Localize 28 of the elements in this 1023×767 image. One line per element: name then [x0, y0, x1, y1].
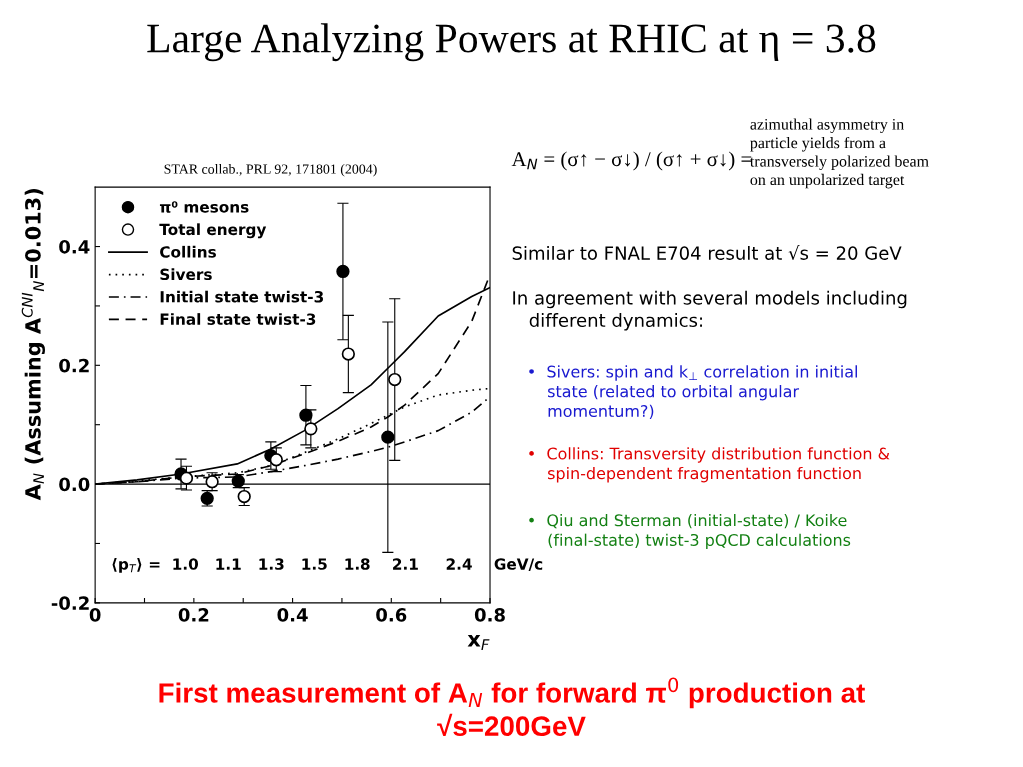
y-axis-title: A$_{N}$ (Assuming A$^{CNI}$$_{N}$=0.013)	[21, 189, 45, 501]
y-tick-label: 0.2	[59, 358, 89, 373]
x-tick-label: 0.4	[277, 608, 308, 622]
y-tick-label: 0.4	[59, 239, 90, 254]
x-tick-label: 0.6	[376, 608, 407, 622]
legend-label: Collins	[160, 245, 216, 258]
x-axis-title: x$_{F}$	[467, 635, 490, 650]
text: • Qiu and Sterman (initial-state) / Koike (final-state) twist-3 pQCD calculations	[529, 513, 851, 550]
annotation: ⟨p$_{T}$⟩ = 1.0 1.1 1.3 1.5 1.8 2.1 2.4 GeV/c	[112, 558, 543, 573]
legend-label: π⁰ mesons	[159, 201, 249, 213]
x-tick-label: 0.8	[474, 608, 505, 622]
legend-label: Final state twist-3	[160, 313, 316, 325]
text: First measurement of A$_{N}$ for forward π$^{0}$ production at √s=200GeV	[159, 677, 865, 737]
text: In agreement with several models including different dynamics:	[513, 290, 907, 331]
text: A$_{N}$ = (σ↑ − σ↓) / (σ↑ + σ↓) =	[511, 151, 752, 171]
text: STAR collab., PRL 92, 171801 (2004)	[164, 163, 377, 177]
chart-title: Large Analyzing Powers at RHIC at η = 3.8	[147, 23, 876, 62]
legend-label: Sivers	[160, 268, 212, 281]
y-tick-label: -0.2	[51, 596, 89, 610]
y-tick-label: 0.0	[59, 477, 90, 492]
x-tick-label: 0	[89, 608, 101, 622]
text: • Collins: Transversity distribution function & spin-dependent fragmentation function	[529, 447, 890, 483]
x-tick-label: 0.2	[178, 608, 209, 622]
text: • Sivers: spin and k$_{⊥}$ correlation in initial state (related to orbital angular momentum?)	[529, 365, 857, 419]
legend-label: Initial state twist-3	[160, 290, 324, 303]
text: azimuthal asymmetry in particle yields from a transversely polarized beam on an unpolarized target	[750, 118, 929, 189]
text: Similar to FNAL E704 result at √s = 20 GeV	[512, 244, 902, 260]
legend-label: Total energy	[159, 223, 267, 239]
